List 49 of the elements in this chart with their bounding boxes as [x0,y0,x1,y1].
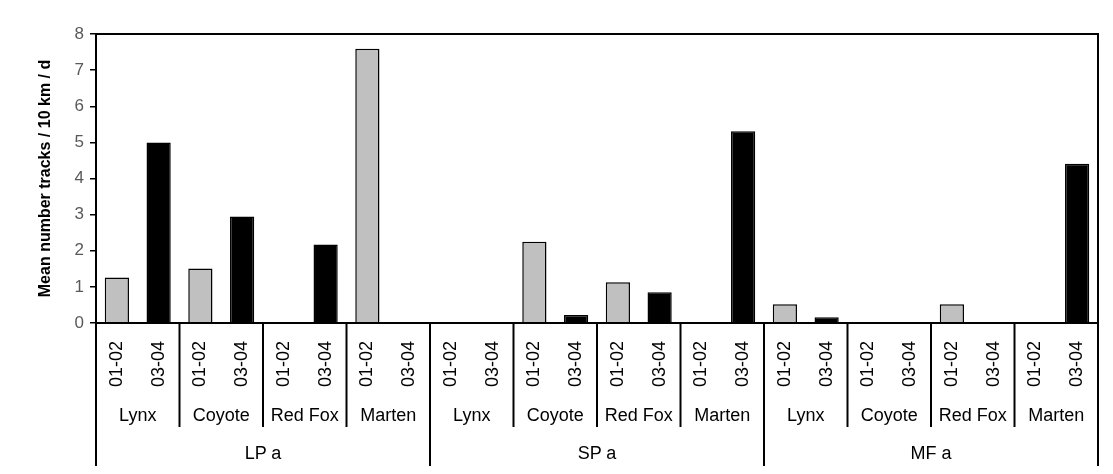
y-tick-label: 3 [74,204,84,224]
x-tick-label: 03-04 [899,341,920,388]
text: Red Fox [270,404,339,425]
text: Red Fox [938,404,1007,425]
text: Coyote [860,404,918,425]
x-tick-label: 03-04 [314,341,335,388]
x-tick-label: 01-02 [523,341,544,388]
text: Marten [694,404,751,425]
x-tick-label: 03-04 [982,341,1003,388]
x-tick-label: 03-04 [147,341,168,388]
x-tick-label: 01-02 [439,341,460,388]
text: Lynx [119,404,157,425]
x-tick-label: 01-02 [690,341,711,388]
y-tick-label: 0 [74,312,84,332]
y-axis-title: Mean number tracks / 10 km / d [36,59,54,298]
text: Lynx [787,404,825,425]
y-tick-label: 6 [74,95,84,115]
x-tick-label: 01-02 [940,341,961,388]
y-tick-label: 1 [74,276,84,296]
x-tick-label: 01-02 [606,341,627,388]
text: Marten [360,404,417,425]
y-tick-label: 7 [74,59,84,79]
x-tick-label: 01-02 [189,341,210,388]
text: Marten [1028,404,1085,425]
text: MF a [910,442,953,463]
x-tick-label: 01-02 [272,341,293,388]
x-tick-label: 01-02 [773,341,794,388]
x-tick-label: 03-04 [1066,341,1087,388]
y-tick-label: 4 [74,168,84,188]
x-tick-label: 03-04 [648,341,669,388]
y-tick-label: 8 [74,23,84,43]
y-tick-label: 2 [74,240,84,260]
text: SP a [577,442,618,463]
x-tick-label: 01-02 [857,341,878,388]
x-tick-label: 01-02 [105,341,126,388]
text: Lynx [453,404,491,425]
x-tick-label: 01-02 [1024,341,1045,388]
x-tick-label: 03-04 [231,341,252,388]
text: Coyote [526,404,584,425]
x-tick-label: 01-02 [356,341,377,388]
text: Red Fox [604,404,673,425]
text: Coyote [192,404,250,425]
x-tick-label: 03-04 [732,341,753,388]
text: LP a [244,442,283,463]
x-tick-label: 03-04 [565,341,586,388]
x-tick-label: 03-04 [481,341,502,388]
x-tick-label: 03-04 [815,341,836,388]
x-tick-label: 03-04 [398,341,419,388]
y-tick-label: 5 [74,132,84,152]
